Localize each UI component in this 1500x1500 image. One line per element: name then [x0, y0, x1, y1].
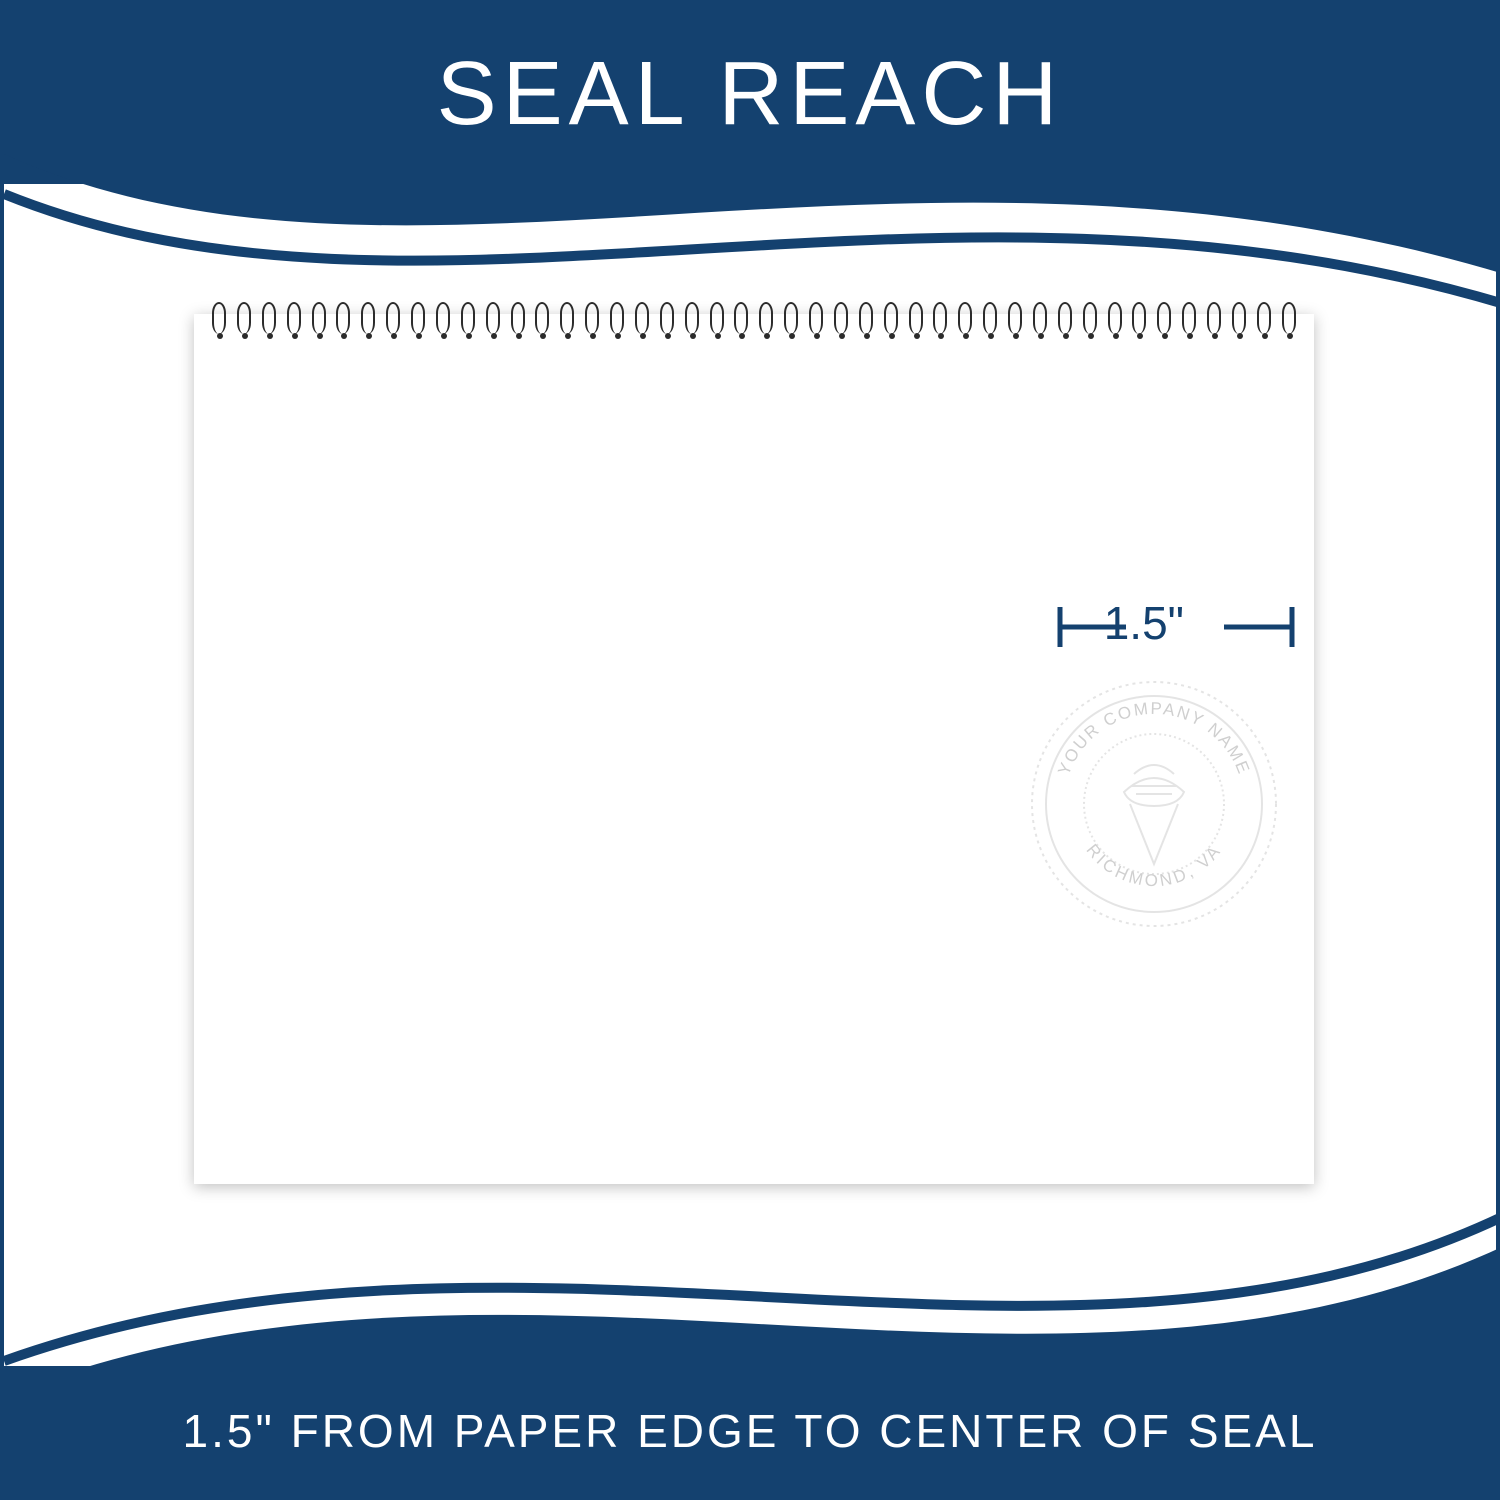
spiral-coil [535, 302, 549, 334]
spiral-coil [710, 302, 724, 334]
spiral-coil [784, 302, 798, 334]
footer-band: 1.5" FROM PAPER EDGE TO CENTER OF SEAL [4, 1366, 1496, 1496]
header-title: SEAL REACH [437, 43, 1064, 146]
spiral-coil [585, 302, 599, 334]
spiral-coil [933, 302, 947, 334]
spiral-binding [212, 302, 1296, 338]
spiral-coil [685, 302, 699, 334]
wave-bottom [4, 1156, 1500, 1396]
spiral-coil [660, 302, 674, 334]
spiral-coil [411, 302, 425, 334]
spiral-coil [1108, 302, 1122, 334]
spiral-coil [909, 302, 923, 334]
spiral-coil [386, 302, 400, 334]
spiral-coil [560, 302, 574, 334]
spiral-coil [1083, 302, 1097, 334]
acorn-icon [1124, 765, 1184, 864]
spiral-coil [834, 302, 848, 334]
header-band: SEAL REACH [4, 4, 1496, 184]
embossed-seal: YOUR COMPANY NAME RICHMOND, VA [1024, 674, 1284, 934]
spiral-coil [958, 302, 972, 334]
spiral-coil [212, 302, 226, 334]
spiral-coil [287, 302, 301, 334]
spiral-coil [809, 302, 823, 334]
spiral-coil [1008, 302, 1022, 334]
spiral-coil [336, 302, 350, 334]
spiral-coil [734, 302, 748, 334]
spiral-coil [1033, 302, 1047, 334]
spiral-coil [312, 302, 326, 334]
wave-bottom-accent [4, 1216, 1500, 1361]
spiral-coil [262, 302, 276, 334]
notepad: 1.5" YOUR COMPANY NAME RICHMOND, VA [194, 314, 1314, 1184]
spiral-coil [461, 302, 475, 334]
spiral-coil [610, 302, 624, 334]
spiral-coil [1132, 302, 1146, 334]
spiral-coil [1058, 302, 1072, 334]
infographic-frame: SEAL REACH 1.5" YOUR COMPANY [0, 0, 1500, 1500]
spiral-coil [361, 302, 375, 334]
spiral-coil [1282, 302, 1296, 334]
spiral-coil [983, 302, 997, 334]
spiral-coil [635, 302, 649, 334]
spiral-coil [1257, 302, 1271, 334]
spiral-coil [436, 302, 450, 334]
footer-text: 1.5" FROM PAPER EDGE TO CENTER OF SEAL [183, 1404, 1318, 1458]
spiral-coil [1232, 302, 1246, 334]
spiral-coil [1207, 302, 1221, 334]
spiral-coil [237, 302, 251, 334]
measure-value: 1.5" [1104, 596, 1184, 650]
spiral-coil [1157, 302, 1171, 334]
spiral-coil [884, 302, 898, 334]
spiral-coil [1182, 302, 1196, 334]
spiral-coil [859, 302, 873, 334]
spiral-coil [759, 302, 773, 334]
spiral-coil [511, 302, 525, 334]
wave-top-accent [4, 194, 1500, 304]
spiral-coil [486, 302, 500, 334]
